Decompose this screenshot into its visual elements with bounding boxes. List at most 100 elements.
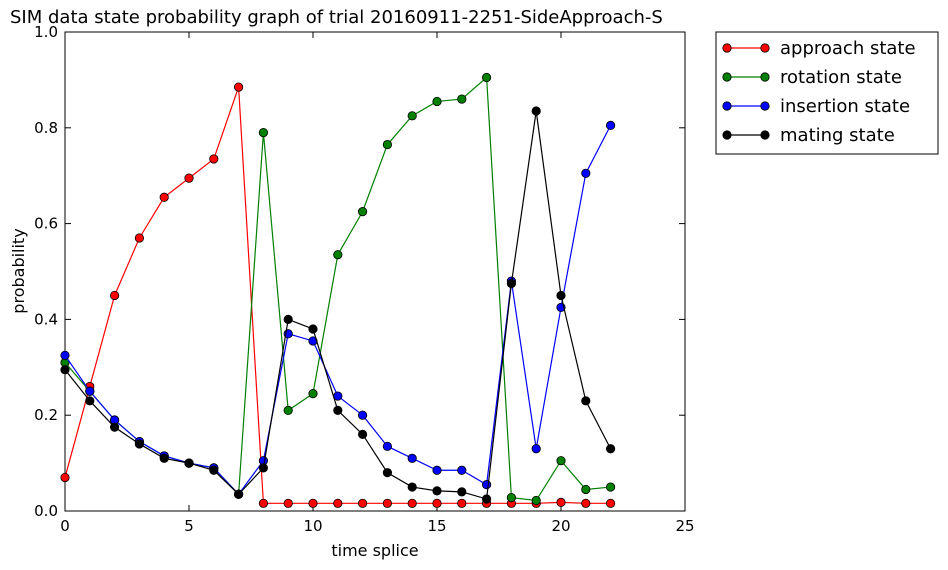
legend-marker xyxy=(722,101,732,111)
data-point xyxy=(556,497,566,507)
data-point xyxy=(333,405,343,416)
data-point xyxy=(85,386,95,396)
x-tick-label: 15 xyxy=(427,517,446,535)
data-point xyxy=(258,127,268,138)
data-point xyxy=(531,495,541,506)
legend-entry-insertion-state: insertion state xyxy=(722,96,910,117)
data-point xyxy=(457,465,467,475)
data-point xyxy=(432,96,442,107)
legend-marker xyxy=(760,101,770,111)
y-tick-label: 0.2 xyxy=(34,406,58,424)
data-point xyxy=(457,487,467,497)
data-point xyxy=(531,444,541,454)
data-point xyxy=(159,192,169,202)
data-point xyxy=(382,468,392,478)
data-point xyxy=(234,82,244,92)
plot-area xyxy=(64,31,686,512)
data-point xyxy=(605,498,616,508)
y-tick-label: 0.4 xyxy=(34,310,58,328)
legend-marker xyxy=(760,130,770,140)
chart-title: SIM data state probability graph of tria… xyxy=(10,7,663,28)
x-tick-label: 25 xyxy=(675,517,694,535)
data-point xyxy=(581,498,591,508)
data-point xyxy=(432,486,442,496)
data-point xyxy=(457,498,467,508)
data-point xyxy=(407,498,417,508)
legend-label: mating state xyxy=(780,125,895,146)
legend-label: rotation state xyxy=(780,67,902,88)
data-point xyxy=(60,472,70,483)
data-point xyxy=(481,480,492,490)
data-point xyxy=(357,207,368,217)
data-point xyxy=(407,453,417,463)
x-tick-label: 10 xyxy=(303,517,322,535)
data-point xyxy=(308,498,318,508)
data-point xyxy=(134,233,144,243)
data-point xyxy=(581,484,591,495)
legend-entry-approach-state: approach state xyxy=(722,38,916,59)
series-mating-state xyxy=(60,106,616,504)
legend-marker xyxy=(760,43,770,53)
data-point xyxy=(556,456,566,466)
y-axis-title: probability xyxy=(9,228,28,313)
data-point xyxy=(605,482,616,492)
legend: approach state rotation state insertion st… xyxy=(715,31,939,155)
legend-label: insertion state xyxy=(780,96,910,117)
legend-marker xyxy=(722,130,732,140)
data-point xyxy=(283,498,293,508)
data-point xyxy=(258,498,268,508)
data-point xyxy=(184,173,194,183)
y-tick-label: 0.8 xyxy=(34,119,58,137)
legend-entry-rotation-state: rotation state xyxy=(722,67,902,88)
data-point xyxy=(382,139,392,150)
data-point xyxy=(234,489,244,499)
y-tick-label: 0.0 xyxy=(34,502,58,520)
data-point xyxy=(357,410,368,420)
data-point xyxy=(159,453,169,463)
data-point xyxy=(184,458,194,468)
data-point xyxy=(605,120,616,131)
data-point xyxy=(134,439,144,449)
legend-marker xyxy=(760,72,770,82)
series-layer xyxy=(60,72,616,508)
data-point xyxy=(60,350,70,360)
data-point xyxy=(531,106,541,116)
data-point xyxy=(60,365,70,375)
data-point xyxy=(407,482,417,492)
data-point xyxy=(481,72,492,83)
data-point xyxy=(457,94,467,104)
data-point xyxy=(209,465,219,475)
x-axis-title: time splice xyxy=(331,541,418,560)
x-tick-label: 0 xyxy=(60,517,70,535)
data-point xyxy=(308,324,318,334)
data-point xyxy=(85,396,95,406)
data-point xyxy=(209,154,219,164)
data-point xyxy=(581,168,591,178)
legend-label: approach state xyxy=(780,38,916,59)
y-tick-label: 0.6 xyxy=(34,215,58,233)
data-point xyxy=(432,465,442,475)
data-point xyxy=(357,429,368,439)
data-point xyxy=(283,405,293,416)
data-point xyxy=(605,444,616,454)
data-point xyxy=(556,290,566,301)
data-point xyxy=(333,250,343,260)
data-point xyxy=(506,492,516,503)
data-point xyxy=(333,498,343,508)
data-point xyxy=(110,290,120,301)
data-point xyxy=(357,498,368,508)
data-point xyxy=(308,389,318,399)
legend-marker xyxy=(722,72,732,82)
data-point xyxy=(382,441,392,451)
data-point xyxy=(258,463,268,473)
data-point xyxy=(283,314,293,324)
data-point xyxy=(506,278,516,289)
x-tick-label: 5 xyxy=(184,517,194,535)
data-point xyxy=(481,494,492,504)
data-point xyxy=(432,498,442,508)
data-point xyxy=(581,396,591,406)
legend-entry-mating-state: mating state xyxy=(722,125,895,146)
legend-marker xyxy=(722,43,732,53)
y-tick-label: 1.0 xyxy=(34,23,58,41)
